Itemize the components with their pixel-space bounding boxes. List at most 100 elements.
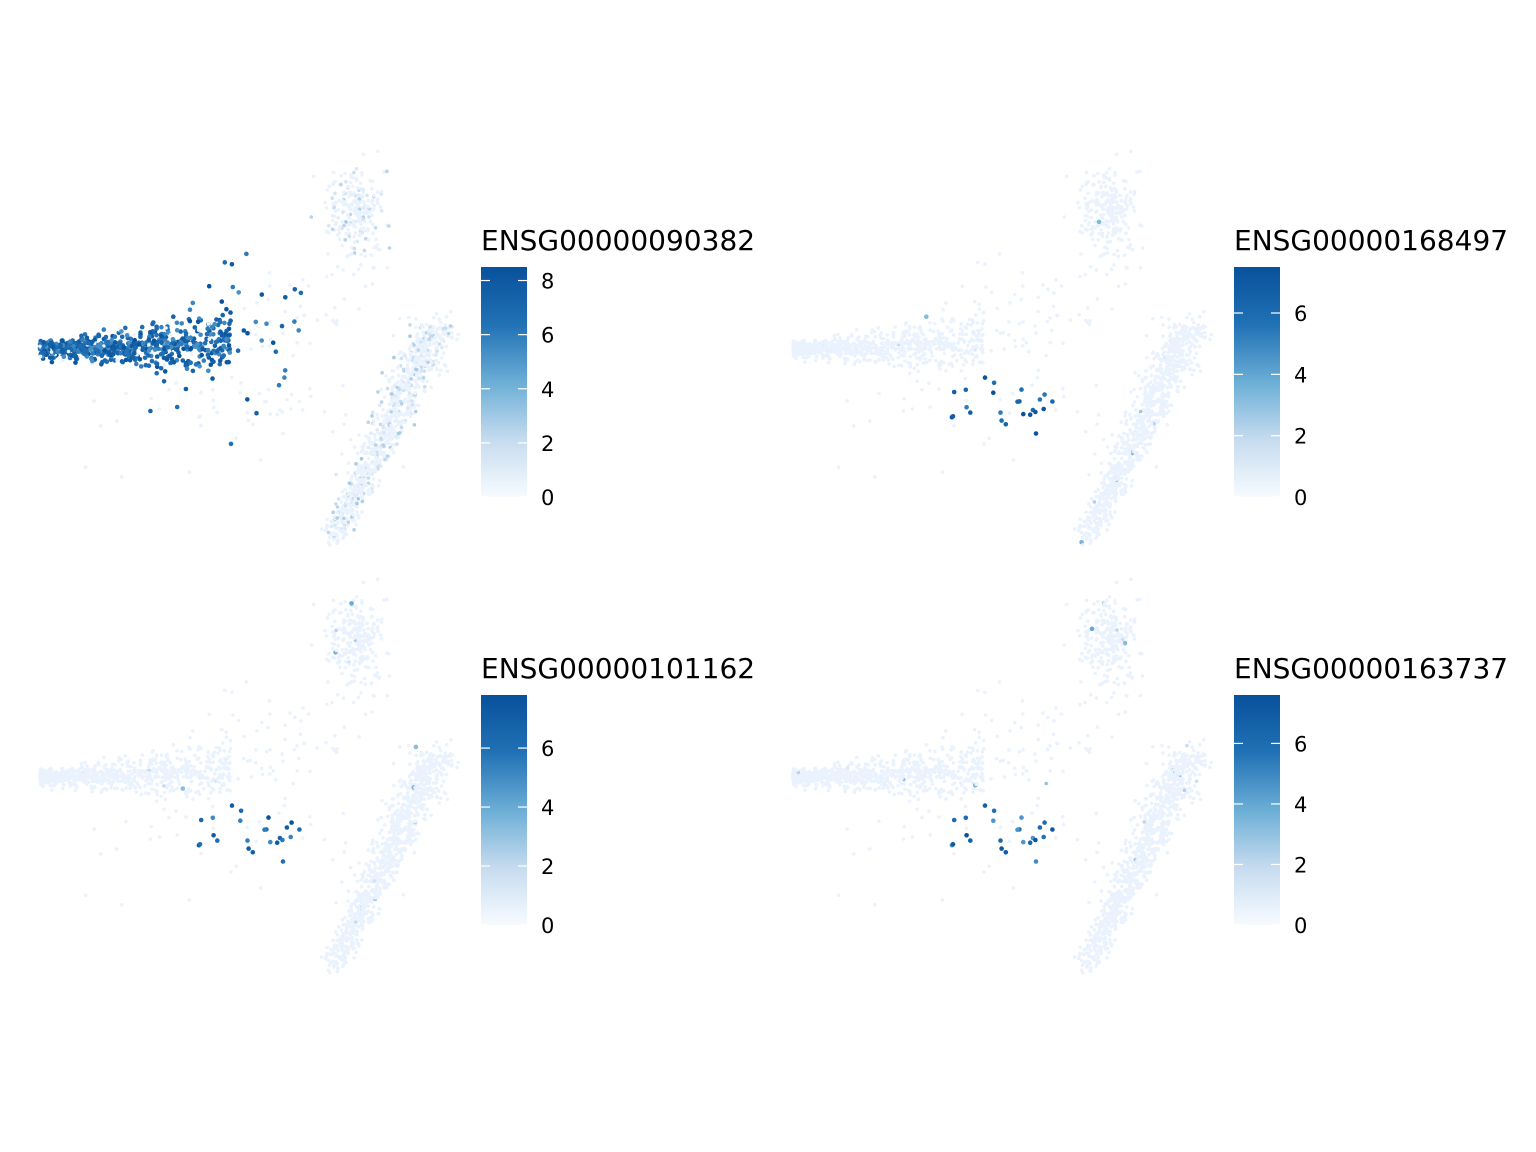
cell-point — [376, 483, 381, 488]
cell-point — [292, 747, 297, 752]
cell-point — [132, 346, 137, 352]
cell-point — [1124, 418, 1129, 423]
cell-point — [946, 325, 950, 330]
cell-point — [1053, 408, 1058, 412]
cell-point — [344, 659, 349, 664]
cell-point — [236, 718, 241, 723]
cell-point — [1112, 252, 1116, 257]
cell-point — [927, 347, 931, 352]
cell-point — [333, 209, 338, 214]
cell-point — [937, 331, 941, 336]
cell-point — [327, 223, 331, 228]
cell-point — [1182, 385, 1186, 390]
cell-point — [1138, 386, 1143, 391]
cell-point — [355, 614, 360, 618]
cell-point — [366, 626, 371, 631]
cell-point — [105, 339, 111, 345]
cell-point — [355, 451, 360, 456]
cell-point — [912, 325, 917, 330]
cell-point — [1105, 489, 1110, 493]
cell-point — [930, 354, 935, 358]
cell-point — [192, 764, 196, 769]
cell-point — [352, 191, 357, 195]
cell-point — [392, 355, 396, 360]
cell-point — [811, 344, 816, 348]
cell-point — [352, 240, 357, 244]
cell-point — [964, 360, 969, 364]
cell-point — [399, 425, 404, 430]
cell-point — [1123, 410, 1128, 415]
cell-point — [1108, 510, 1112, 514]
cell-point — [1090, 230, 1095, 235]
cell-point — [900, 335, 905, 339]
cell-point — [123, 754, 128, 758]
cell-point — [242, 756, 246, 761]
cell-point — [1174, 376, 1179, 380]
cell-point — [1123, 282, 1128, 286]
cell-point — [222, 773, 226, 777]
cell-point — [1083, 430, 1088, 434]
cell-point — [983, 262, 987, 267]
cell-point — [260, 344, 265, 349]
cell-point — [1099, 471, 1103, 475]
cell-point — [1024, 340, 1028, 345]
cell-point — [434, 312, 439, 316]
cell-point — [344, 231, 349, 236]
cell-point — [334, 472, 338, 477]
cell-point — [1131, 205, 1136, 209]
cell-point — [1144, 333, 1149, 338]
cell-point — [1102, 476, 1106, 481]
cell-point — [362, 628, 366, 632]
cell-point — [74, 784, 78, 789]
cell-point — [120, 359, 125, 365]
cell-point — [352, 234, 356, 239]
cell-point — [348, 485, 352, 490]
cell-point — [370, 186, 374, 191]
cell-point — [274, 777, 278, 782]
cell-point — [242, 734, 247, 739]
cell-point — [1149, 394, 1154, 398]
colorbar-tick-label: 4 — [1294, 363, 1307, 387]
cell-point — [152, 347, 158, 352]
cell-point — [127, 769, 132, 773]
cell-point — [924, 314, 929, 320]
cell-point — [929, 340, 933, 344]
cell-point — [366, 445, 371, 450]
cell-point — [848, 345, 853, 349]
cell-point — [808, 349, 813, 354]
cell-point — [386, 415, 391, 419]
cell-point — [398, 350, 403, 354]
cell-point — [343, 488, 347, 492]
cell-point — [1078, 274, 1082, 279]
cell-point — [206, 776, 210, 780]
cell-point — [191, 729, 195, 733]
cell-point — [187, 307, 193, 313]
cell-point — [59, 348, 65, 354]
cell-point — [427, 332, 432, 336]
cell-point — [372, 434, 377, 438]
cell-point — [100, 781, 104, 786]
cell-point — [344, 532, 348, 537]
cell-point — [372, 635, 376, 639]
cell-point — [155, 782, 159, 787]
cell-point — [387, 246, 392, 250]
cell-point — [335, 505, 340, 509]
cell-point — [75, 349, 81, 355]
cell-point — [132, 333, 136, 337]
cell-point — [217, 361, 223, 367]
cell-point — [937, 363, 941, 368]
cell-point — [1112, 263, 1116, 267]
cell-point — [1100, 253, 1104, 258]
cell-point — [1115, 464, 1119, 469]
cell-point — [115, 358, 119, 363]
cell-point — [1089, 215, 1093, 220]
cell-point — [1094, 494, 1098, 499]
cell-point — [1049, 328, 1054, 333]
cell-point — [365, 228, 370, 233]
cell-point — [963, 376, 968, 381]
cell-point — [275, 412, 280, 417]
cell-point — [227, 771, 231, 776]
cell-point — [159, 753, 164, 757]
cell-point — [1143, 442, 1148, 447]
cell-point — [1180, 337, 1185, 341]
